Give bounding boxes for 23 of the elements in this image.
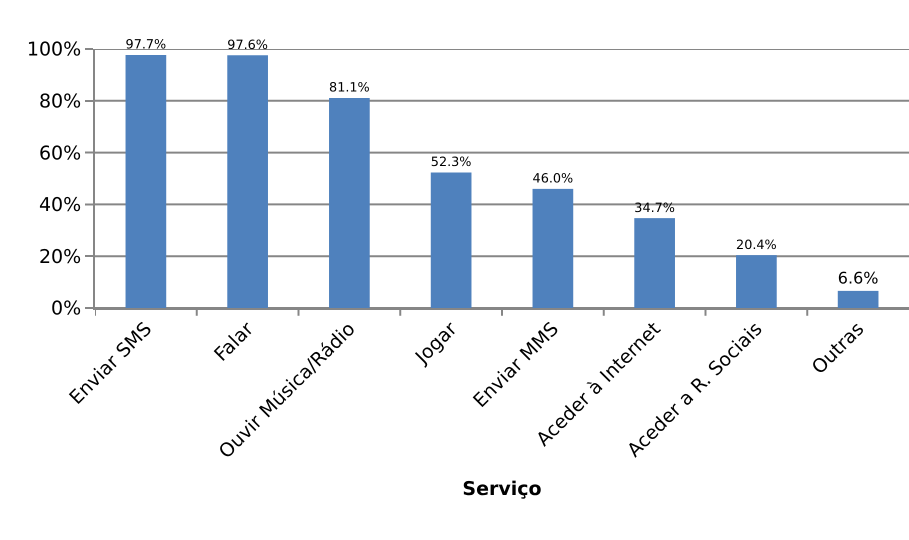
y-tick-label: 20% <box>38 246 82 268</box>
data-label: 81.1% <box>329 80 370 96</box>
x-axis-title: Serviço <box>462 478 542 500</box>
bar <box>532 188 574 308</box>
y-tick-label: 100% <box>26 38 82 61</box>
data-label: 97.7% <box>126 38 166 53</box>
data-label: 34.7% <box>634 200 675 216</box>
bar <box>736 255 777 308</box>
y-tick-label: 40% <box>38 194 82 216</box>
y-tick-label: 80% <box>38 90 82 112</box>
data-label: 6.6% <box>838 268 878 288</box>
bar <box>227 55 268 308</box>
bar <box>126 54 166 308</box>
data-label: 20.4% <box>736 238 777 253</box>
data-label: 97.6% <box>227 38 268 53</box>
bar <box>329 98 370 308</box>
bar <box>430 172 472 308</box>
y-tick-label: 0% <box>51 298 82 320</box>
bar <box>634 218 675 308</box>
y-tick-label: 60% <box>38 142 82 164</box>
data-label: 52.3% <box>430 155 472 170</box>
data-label: 46.0% <box>532 171 574 186</box>
bar <box>838 290 878 308</box>
